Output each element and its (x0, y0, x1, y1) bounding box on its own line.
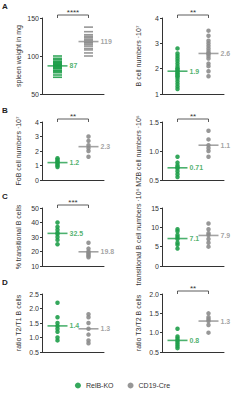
svg-text:50: 50 (31, 91, 39, 98)
svg-text:32.5: 32.5 (70, 230, 84, 237)
svg-text:1.4: 1.4 (70, 322, 80, 329)
svg-text:ratio T3/T2 B cells: ratio T3/T2 B cells (135, 294, 142, 351)
svg-text:RelB-KO: RelB-KO (86, 382, 114, 389)
svg-text:B cell numbers ·10⁷: B cell numbers ·10⁷ (135, 25, 142, 86)
svg-text:3: 3 (35, 133, 39, 140)
svg-text:A: A (2, 2, 8, 11)
svg-text:1: 1 (155, 91, 159, 98)
svg-text:C: C (2, 192, 8, 201)
svg-text:CD19-Cre: CD19-Cre (139, 382, 171, 389)
svg-text:0.5: 0.5 (29, 349, 39, 356)
svg-text:B: B (2, 106, 8, 115)
svg-text:7.9: 7.9 (221, 232, 231, 239)
svg-text:87: 87 (70, 62, 78, 69)
svg-text:40: 40 (31, 219, 39, 226)
svg-text:15: 15 (151, 205, 159, 212)
svg-text:transitional B cell numbers ·1: transitional B cell numbers ·10⁶ (135, 188, 142, 285)
svg-text:119: 119 (101, 38, 112, 45)
svg-text:1.1: 1.1 (221, 142, 231, 149)
svg-text:MZB cell numbers ·10⁶: MZB cell numbers ·10⁶ (135, 115, 142, 186)
svg-text:ratio T2/T1 B cells: ratio T2/T1 B cells (15, 294, 22, 351)
svg-text:1.0: 1.0 (149, 148, 159, 155)
svg-text:10: 10 (151, 224, 159, 231)
svg-text:0.71: 0.71 (190, 164, 204, 171)
svg-text:1.5: 1.5 (149, 310, 159, 317)
svg-text:spleen weight in mg: spleen weight in mg (15, 25, 23, 87)
svg-text:1.2: 1.2 (70, 159, 80, 166)
svg-text:% transitional B cells: % transitional B cells (15, 204, 22, 269)
svg-text:4: 4 (35, 119, 39, 126)
svg-text:1.0: 1.0 (149, 329, 159, 336)
svg-text:1.3: 1.3 (221, 318, 231, 325)
svg-text:2: 2 (35, 148, 39, 155)
svg-text:30: 30 (31, 234, 39, 241)
svg-text:50: 50 (31, 205, 39, 212)
svg-text:1.3: 1.3 (101, 325, 111, 332)
svg-text:1.9: 1.9 (190, 68, 200, 75)
svg-text:0.5: 0.5 (149, 177, 159, 184)
svg-text:**: ** (190, 284, 196, 293)
svg-text:***: *** (68, 198, 77, 207)
svg-text:1: 1 (35, 162, 39, 169)
svg-text:4: 4 (155, 15, 159, 22)
svg-text:2: 2 (155, 65, 159, 72)
svg-text:2.0: 2.0 (149, 291, 159, 298)
svg-text:**: ** (190, 8, 196, 17)
svg-text:FoB cell numbers ·10⁷: FoB cell numbers ·10⁷ (15, 116, 22, 186)
svg-text:D: D (2, 278, 8, 287)
svg-text:1.5: 1.5 (29, 320, 39, 327)
svg-text:0: 0 (155, 263, 159, 270)
svg-text:**: ** (190, 112, 196, 121)
svg-text:2.6: 2.6 (221, 50, 231, 57)
svg-text:**: ** (70, 112, 76, 121)
svg-text:0: 0 (35, 177, 39, 184)
svg-text:100: 100 (27, 53, 39, 60)
svg-text:7.1: 7.1 (190, 235, 200, 242)
svg-text:150: 150 (27, 15, 39, 22)
svg-text:3: 3 (155, 40, 159, 47)
svg-text:0.8: 0.8 (190, 337, 200, 344)
svg-text:20: 20 (31, 248, 39, 255)
svg-text:2.0: 2.0 (29, 305, 39, 312)
svg-text:1.0: 1.0 (29, 334, 39, 341)
svg-text:5: 5 (155, 243, 159, 250)
svg-text:1.5: 1.5 (149, 119, 159, 126)
svg-text:2.3: 2.3 (101, 143, 111, 150)
svg-text:0.5: 0.5 (149, 349, 159, 356)
svg-text:2.5: 2.5 (29, 291, 39, 298)
svg-text:****: **** (67, 8, 79, 17)
svg-text:19.8: 19.8 (101, 248, 115, 255)
svg-text:10: 10 (31, 263, 39, 270)
